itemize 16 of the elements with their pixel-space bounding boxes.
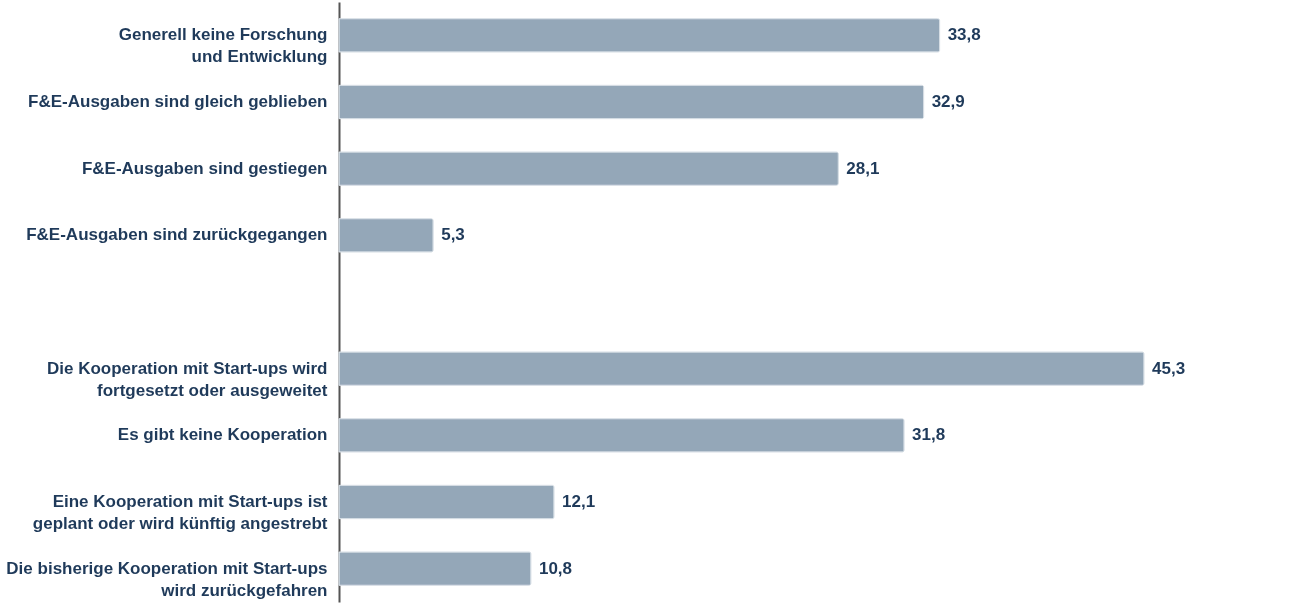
data-label: 32,9 (931, 92, 965, 111)
y-tick-label: Es gibt keine Kooperation (117, 425, 328, 445)
y-tick-label: F&E-Ausgaben sind gestiegen (81, 158, 328, 178)
data-label: 12,1 (562, 492, 596, 511)
data-label: 45,3 (1152, 358, 1186, 378)
y-tick-label: Generell keine Forschung und Entwicklung (118, 25, 328, 67)
data-label: 33,8 (947, 25, 981, 45)
data-label: 5,3 (441, 225, 465, 245)
data-label: 28,1 (846, 158, 880, 178)
y-tick-label: Die Kooperation mit Start-ups wird fortgesetzt oder ausgeweitet (46, 358, 328, 400)
y-tick-label: F&E-Ausgaben sind zurückgegangen (26, 225, 328, 245)
data-label: 31,8 (912, 425, 946, 445)
y-tick-label: F&E-Ausgaben sind gleich geblieben (28, 92, 328, 111)
y-tick-label: Eine Kooperation mit Start-ups ist geplant oder wird künftig angestrebt (32, 492, 328, 533)
data-label: 10,8 (538, 558, 573, 578)
y-tick-label: Die bisherige Kooperation mit Start-ups wird zurückgefahren (6, 558, 328, 600)
